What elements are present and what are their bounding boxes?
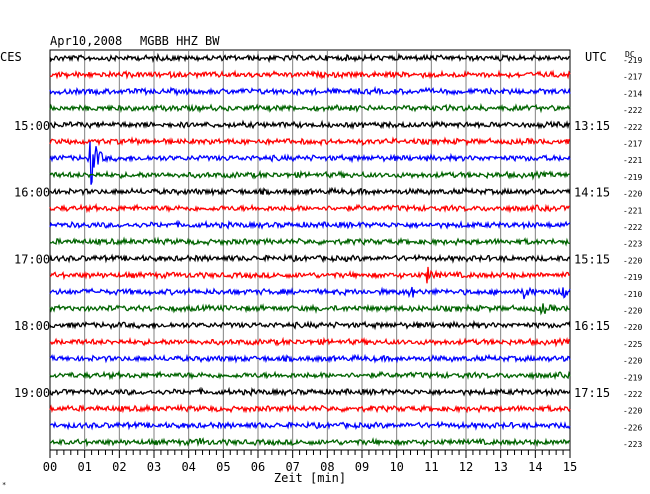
chart-title-station: MGBB HHZ BW: [140, 34, 220, 48]
dc-offset-label: -220: [623, 256, 642, 265]
dc-offset-label: -225: [623, 340, 642, 349]
seismic-trace: [49, 236, 571, 247]
plot-frame: [49, 49, 571, 451]
seismic-trace: [49, 353, 571, 364]
seismic-trace: [49, 141, 571, 185]
dc-offset-label: -219: [623, 273, 642, 282]
seismic-trace: [49, 102, 571, 114]
left-time-label: 15:00: [14, 119, 50, 133]
x-tick-label: 10: [389, 460, 403, 474]
dc-offset-label: -217: [623, 140, 642, 149]
x-tick-label: 04: [181, 460, 195, 474]
left-time-label: 16:00: [14, 186, 50, 200]
seismic-trace: [49, 303, 571, 316]
seismic-trace: [49, 437, 571, 448]
seismic-trace: [49, 336, 571, 348]
x-axis-label: Zeit [min]: [274, 471, 346, 485]
seismic-trace: [49, 420, 571, 431]
seismic-trace: [49, 403, 571, 414]
dc-offset-label: -219: [623, 373, 642, 382]
seismic-trace: [49, 119, 571, 130]
left-time-label: 19:00: [14, 386, 50, 400]
dc-offset-label: -222: [623, 123, 642, 132]
plot-grid: [49, 49, 571, 451]
seismic-trace: [49, 369, 571, 381]
chart-title-date: Apr10,2008: [50, 34, 122, 48]
dc-offset-label: -221: [623, 206, 642, 215]
right-time-label: 16:15: [574, 319, 610, 333]
corner-mark: *: [2, 481, 6, 489]
x-tick-label: 01: [77, 460, 91, 474]
dc-offset-label: -220: [623, 307, 642, 316]
dc-offset-label: -223: [623, 240, 642, 249]
x-tick-label: 00: [43, 460, 57, 474]
seismic-trace: [49, 253, 571, 264]
x-tick-label: 09: [355, 460, 369, 474]
x-tick-label: 13: [493, 460, 507, 474]
dc-offset-label: -223: [623, 440, 642, 449]
dc-offset-label: -217: [623, 73, 642, 82]
seismic-trace: [49, 319, 571, 331]
trace-group: [49, 52, 571, 448]
dc-offset-label: -222: [623, 106, 642, 115]
right-time-label: 15:15: [574, 252, 610, 266]
dc-offset-label: -222: [623, 223, 642, 232]
seismic-trace: [49, 52, 571, 64]
x-tick-label: 05: [216, 460, 230, 474]
x-tick-label: 07: [285, 460, 299, 474]
dc-offset-label: -214: [623, 89, 642, 98]
seismic-trace: [49, 85, 571, 97]
dc-offset-label: -219: [623, 173, 642, 182]
seismic-trace: [49, 386, 571, 398]
left-timezone-label: CES: [0, 50, 22, 64]
seismic-trace: [49, 219, 571, 231]
seismic-trace: [49, 169, 570, 181]
x-tick-label: 06: [251, 460, 265, 474]
dc-offset-label: -220: [623, 323, 642, 332]
x-tick-label: 12: [459, 460, 473, 474]
seismic-trace: [49, 186, 571, 197]
dc-offset-label: -210: [623, 290, 642, 299]
seismic-trace: [49, 69, 571, 80]
x-tick-label: 11: [424, 460, 438, 474]
right-time-label: 14:15: [574, 186, 610, 200]
x-tick-label: 02: [112, 460, 126, 474]
left-time-label: 18:00: [14, 319, 50, 333]
dc-offset-label: -220: [623, 190, 642, 199]
right-time-label: 13:15: [574, 119, 610, 133]
dc-offset-label: -220: [623, 407, 642, 416]
right-timezone-label: UTC: [585, 50, 607, 64]
x-axis-ticks: 00 01 02 03 04 05 06 07 08 09 10 11 12 13 14 15: [43, 450, 577, 474]
right-time-label: 17:15: [574, 386, 610, 400]
dc-offset-label: -219: [623, 56, 642, 65]
left-time-label: 17:00: [14, 252, 50, 266]
seismic-trace: [49, 286, 571, 300]
dc-header-label: DC: [625, 50, 635, 59]
time-labels: -219 -217 -214 -222 -222 -217 -221 -219 -220 -221…: [14, 56, 642, 449]
seismic-trace: [49, 136, 571, 147]
seismic-trace: [49, 266, 571, 284]
dc-offset-label: -221: [623, 156, 642, 165]
dc-offset-label: -226: [623, 423, 642, 432]
x-tick-label: 14: [528, 460, 542, 474]
x-tick-label: 03: [147, 460, 161, 474]
x-tick-label: 15: [563, 460, 577, 474]
seismic-trace: [49, 202, 571, 214]
dc-offset-label: -222: [623, 390, 642, 399]
x-tick-label: 08: [320, 460, 334, 474]
dc-offset-label: -220: [623, 357, 642, 366]
